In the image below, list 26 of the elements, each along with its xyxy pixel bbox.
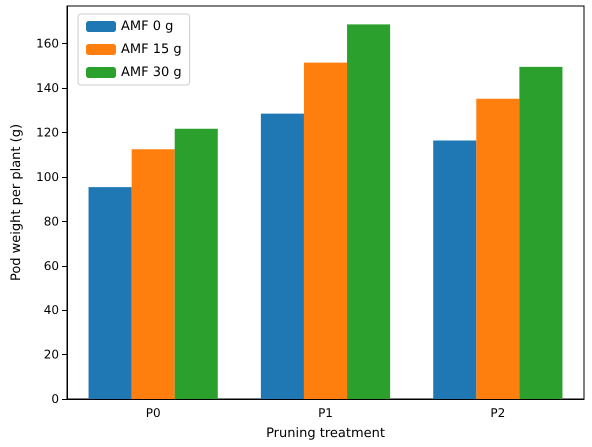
legend-label: AMF 30 g — [121, 65, 182, 80]
y-tick-label: 0 — [51, 392, 59, 406]
x-tick-label: P0 — [146, 406, 161, 420]
y-tick-label: 140 — [36, 81, 59, 96]
bar — [519, 66, 562, 399]
x-axis-title: Pruning treatment — [266, 426, 385, 441]
y-tick-label: 120 — [36, 126, 59, 140]
bar — [260, 114, 304, 399]
bar — [174, 128, 218, 399]
y-axis-title: Pod weight per plant (g) — [9, 124, 24, 282]
y-tick-label: 100 — [36, 170, 59, 184]
legend-label: AMF 15 g — [121, 42, 182, 57]
bar — [347, 24, 390, 399]
y-tick-label: 60 — [44, 258, 59, 273]
bar — [88, 187, 132, 399]
x-tick-label: P2 — [490, 406, 506, 420]
bar — [132, 149, 175, 399]
bar — [304, 62, 348, 399]
bar — [433, 140, 476, 399]
y-tick-label: 20 — [44, 348, 59, 362]
bar — [476, 98, 520, 399]
x-tick-label: P1 — [318, 406, 333, 420]
y-tick-label: 40 — [44, 303, 59, 318]
y-tick-label: 80 — [44, 214, 59, 228]
y-tick-label: 160 — [36, 36, 59, 51]
legend-label: AMF 0 g — [121, 19, 174, 34]
